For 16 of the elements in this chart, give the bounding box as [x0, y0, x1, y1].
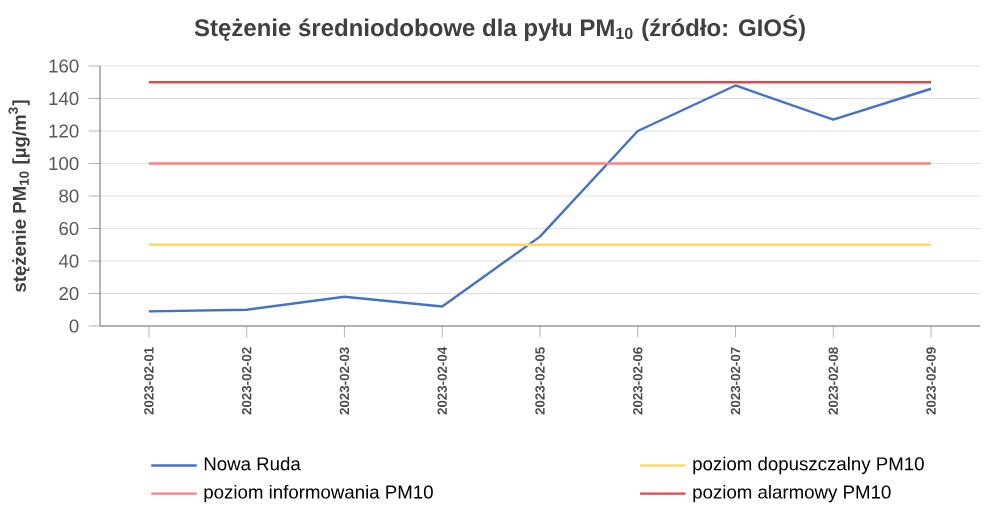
- chart-title: Stężenie średniodobowe dla pyłu PM$_{10}$ (źródło: GIOŚ): [194, 14, 805, 41]
- legend-label: poziom informowania PM10: [204, 484, 433, 503]
- legend-label: Nowa Ruda: [204, 456, 301, 471]
- legend-label: poziom alarmowy PM10: [693, 484, 891, 503]
- line-series: [147, 84, 933, 313]
- y-tick-label: 120: [49, 124, 79, 138]
- y-tick-label: 20: [59, 286, 79, 301]
- legend-label: poziom dopuszczalny PM10: [693, 456, 924, 475]
- y-tick-label: 60: [59, 221, 79, 236]
- y-tick-label: 140: [49, 91, 79, 106]
- y-axis-title: stężenie PM$_{10}$ [µg/m$^{3}$]: [8, 100, 30, 292]
- y-tick-label: 40: [58, 254, 79, 268]
- y-tick-label: 0: [69, 319, 79, 333]
- y-tick-label: 80: [59, 189, 79, 203]
- y-tick-label: 160: [49, 59, 79, 73]
- y-tick-label: 100: [49, 156, 79, 171]
